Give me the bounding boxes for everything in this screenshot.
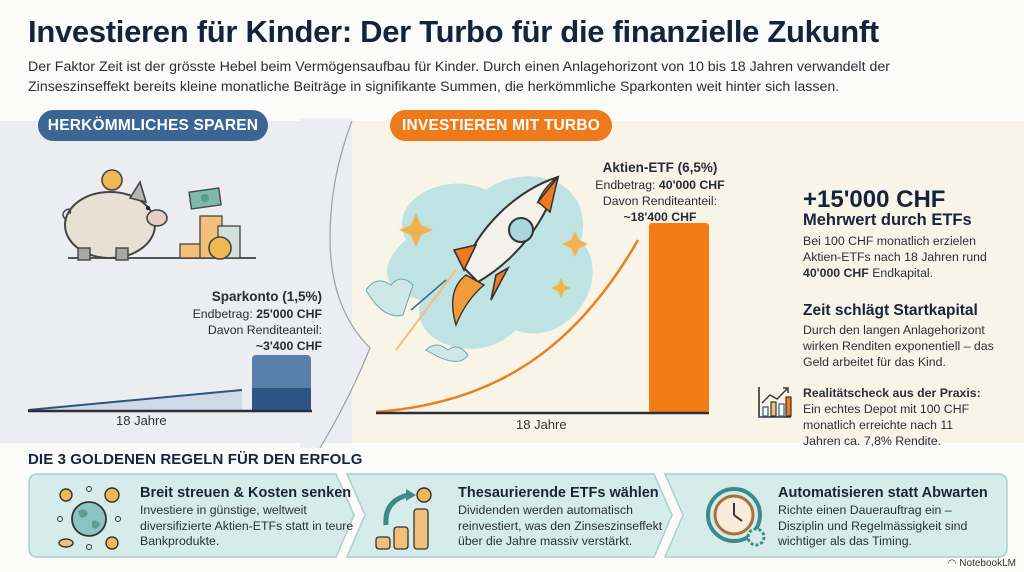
savings-axis-label: 18 Jahre <box>116 413 167 428</box>
growth-chart-icon <box>758 387 792 418</box>
rule-text: Investiere in günstige, weltweit diversi… <box>140 503 354 548</box>
etf-title: Aktien-ETF (6,5%) <box>602 160 718 175</box>
rocket-icon <box>366 175 593 362</box>
notebooklm-brand: ◠ NotebookLM <box>947 558 1016 569</box>
panel-divider <box>300 118 371 448</box>
etf-bar-chart <box>376 223 709 415</box>
savings-bar-chart <box>28 355 312 413</box>
added-value-headline: Mehrwert durch ETFs <box>803 211 972 229</box>
etf-return-value: ~18'400 CHF <box>623 210 697 224</box>
reality-check-text: Ein echtes Depot mit 100 CHF monatlich e… <box>803 402 970 448</box>
savings-title: Sparkonto (1,5%) <box>211 289 322 304</box>
added-value-text: Bei 100 CHF monatlich erzielen Aktien-ET… <box>803 234 987 280</box>
savings-end-value: 25'000 CHF <box>256 307 322 321</box>
investing-pill: INVESTIEREN MIT TURBO <box>390 110 612 141</box>
etf-label: Aktien-ETF (6,5%) Endbetrag: 40'000 CHF … <box>585 158 735 225</box>
rule-text: Dividenden werden automatisch reinvestie… <box>458 503 663 548</box>
intro-text: Der Faktor Zeit ist der grösste Hebel be… <box>28 59 890 95</box>
etf-axis-label: 18 Jahre <box>516 417 567 432</box>
globe-network-icon <box>57 486 121 550</box>
clock-gear-icon <box>706 487 766 547</box>
savings-label: Sparkonto (1,5%) Endbetrag: 25'000 CHF D… <box>160 287 322 354</box>
notebooklm-logo-icon: ◠ <box>947 558 957 569</box>
rule-title: Thesaurierende ETFs wählen <box>458 485 659 501</box>
rule-text: Richte einen Dauerauftrag ein – Diszipli… <box>778 503 968 548</box>
traditional-saving-pill: HERKÖMMLICHES SPAREN <box>38 110 268 141</box>
added-value-number: +15'000 CHF <box>803 186 946 213</box>
rules-title: DIE 3 GOLDENEN REGELN FÜR DEN ERFOLG <box>28 451 363 468</box>
rule-title: Breit streuen & Kosten senken <box>140 485 352 501</box>
rule-card-diversify: Breit streuen & Kosten senken Investiere… <box>28 473 358 558</box>
piggy-bank-icon <box>62 169 256 261</box>
rule-card-automate: Automatisieren statt Abwarten Richte ein… <box>664 473 1008 558</box>
etf-end-value: 40'000 CHF <box>658 178 725 192</box>
rule-title: Automatisieren statt Abwarten <box>778 485 988 501</box>
reality-check-title: Realitätscheck aus der Praxis: <box>803 386 981 400</box>
time-beats-capital-text: Durch den langen Anlagehorizont wirken R… <box>803 323 994 369</box>
savings-return-value: ~3'400 CHF <box>255 339 322 353</box>
coin-stacks-icon <box>375 487 432 550</box>
page-title: Investieren für Kinder: Der Turbo für di… <box>28 14 879 49</box>
rule-card-accumulating: Thesaurierende ETFs wählen Dividenden we… <box>346 473 676 558</box>
time-beats-capital-title: Zeit schlägt Startkapital <box>803 302 978 319</box>
